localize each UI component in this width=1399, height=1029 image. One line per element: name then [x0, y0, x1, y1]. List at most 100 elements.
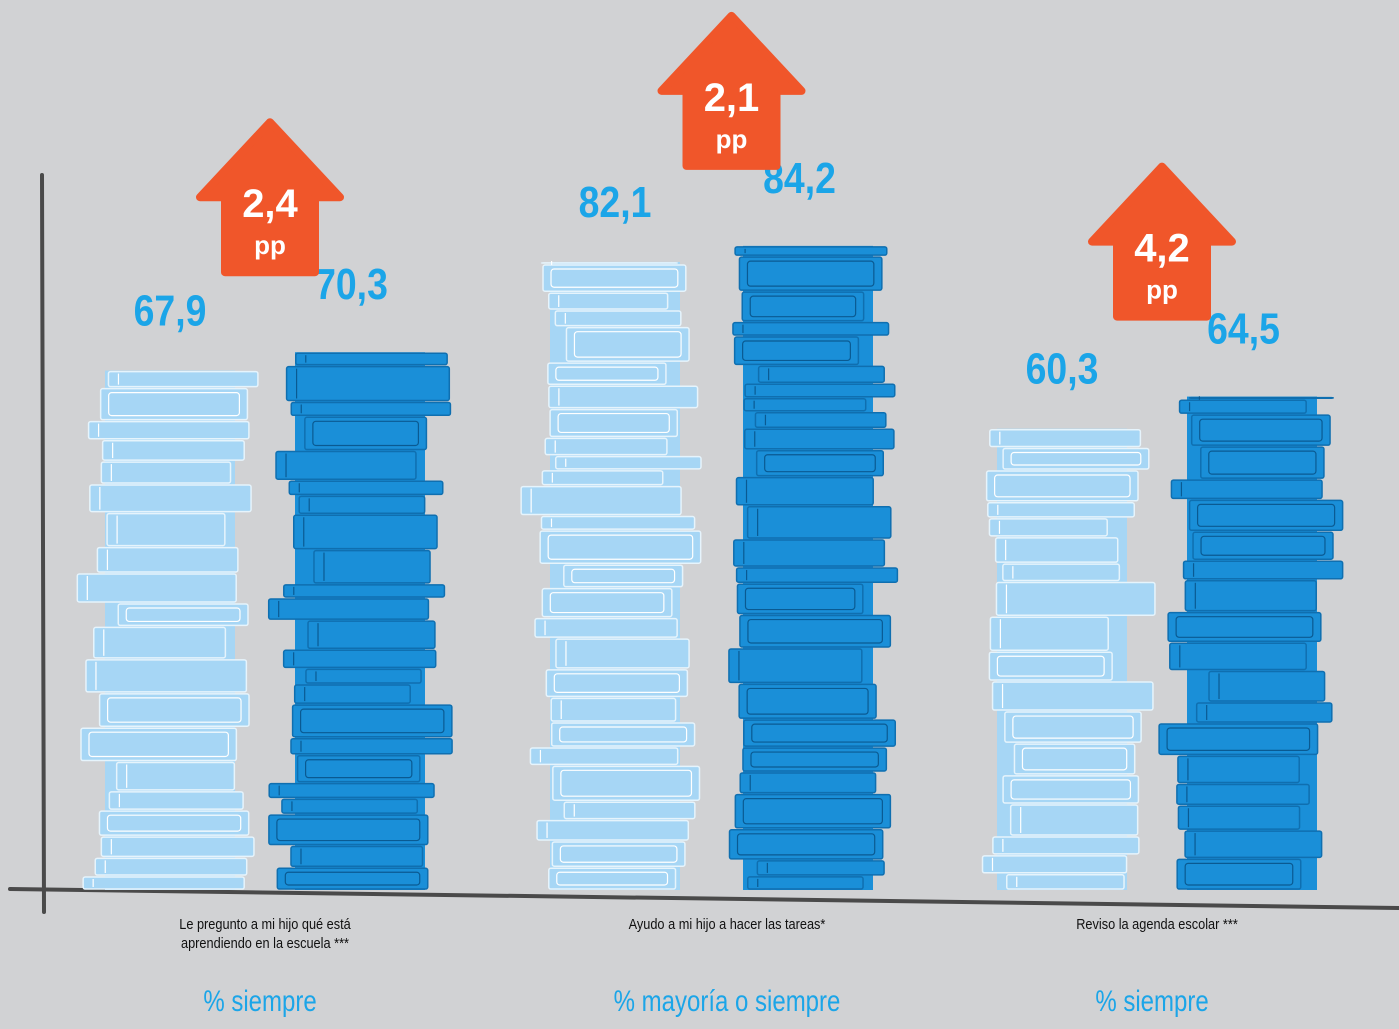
book	[268, 782, 435, 799]
book	[298, 495, 426, 515]
book	[268, 814, 429, 846]
book-detail	[1010, 779, 1132, 800]
book-detail	[559, 726, 688, 743]
book-detail	[742, 340, 851, 362]
difference-label: 2,4	[242, 182, 298, 226]
book	[82, 876, 245, 890]
book	[276, 867, 429, 890]
book	[290, 401, 452, 417]
book	[98, 810, 250, 836]
book	[989, 428, 1142, 448]
book	[754, 411, 887, 429]
book	[540, 515, 696, 530]
book	[550, 697, 677, 722]
book-detail	[573, 331, 682, 358]
book	[747, 876, 864, 890]
book-detail	[1021, 747, 1128, 771]
book	[548, 385, 699, 409]
difference-unit: pp	[254, 230, 286, 260]
book	[739, 614, 892, 648]
book-detail	[555, 366, 659, 381]
book	[732, 321, 890, 336]
value-label: 82,1	[579, 177, 652, 227]
book	[1176, 858, 1302, 890]
axis-line	[8, 887, 1399, 910]
book	[563, 801, 696, 820]
book-detail	[994, 474, 1131, 498]
book-detail	[746, 687, 869, 715]
book-detail	[1200, 535, 1326, 556]
book	[1178, 399, 1307, 414]
book	[283, 584, 446, 598]
book-detail	[553, 673, 680, 693]
book-detail	[547, 534, 694, 560]
book	[995, 581, 1156, 616]
book	[728, 648, 863, 684]
book	[735, 476, 874, 506]
measure-label: % mayoría o siempre	[613, 985, 840, 1018]
book	[304, 416, 428, 451]
book	[1002, 775, 1140, 804]
book	[107, 370, 259, 388]
book	[1177, 755, 1300, 784]
book	[987, 502, 1136, 518]
book-detail	[742, 798, 883, 825]
book	[755, 449, 885, 477]
book	[529, 747, 679, 766]
book	[555, 638, 690, 669]
book	[93, 626, 227, 659]
book	[545, 669, 689, 698]
book-detail	[106, 814, 242, 832]
book	[293, 684, 411, 704]
book	[89, 484, 252, 513]
book	[735, 567, 899, 583]
book	[989, 616, 1109, 651]
book-detail	[550, 268, 679, 288]
book-detail	[571, 568, 676, 584]
book	[733, 539, 886, 567]
book-detail	[996, 655, 1105, 677]
book	[80, 727, 238, 762]
category-label: Le pregunto a mi hijo qué está aprendien…	[179, 916, 351, 952]
category-label: Reviso la agenda escolar ***	[1076, 916, 1238, 933]
book	[541, 587, 673, 618]
book-detail	[747, 618, 883, 644]
book	[534, 617, 678, 638]
book	[290, 845, 424, 868]
value-label: 70,3	[315, 259, 388, 309]
book	[295, 352, 448, 366]
book	[554, 455, 702, 470]
book	[85, 659, 248, 693]
book	[548, 867, 677, 890]
book-detail	[300, 708, 445, 734]
book	[741, 291, 865, 322]
book	[285, 365, 451, 402]
book	[100, 461, 232, 484]
book	[738, 683, 877, 719]
book	[1188, 499, 1344, 532]
book	[743, 397, 867, 412]
difference-arrow	[1088, 162, 1236, 321]
book	[1158, 723, 1319, 756]
book	[539, 530, 702, 564]
book-detail	[107, 697, 242, 723]
book	[541, 470, 664, 486]
book	[1167, 611, 1322, 643]
book-detail	[1199, 418, 1323, 442]
book-detail	[108, 392, 241, 417]
book	[565, 326, 690, 362]
book-detail	[744, 587, 856, 611]
book-detail	[736, 833, 876, 856]
book-detail	[764, 454, 876, 473]
book	[743, 428, 895, 450]
book	[296, 754, 421, 783]
book	[549, 408, 679, 438]
book	[1200, 446, 1325, 479]
book	[99, 387, 249, 421]
book	[117, 603, 249, 627]
difference-arrow	[196, 118, 344, 277]
value-label: 60,3	[1026, 344, 1099, 394]
book	[547, 362, 667, 386]
book	[1169, 642, 1307, 671]
